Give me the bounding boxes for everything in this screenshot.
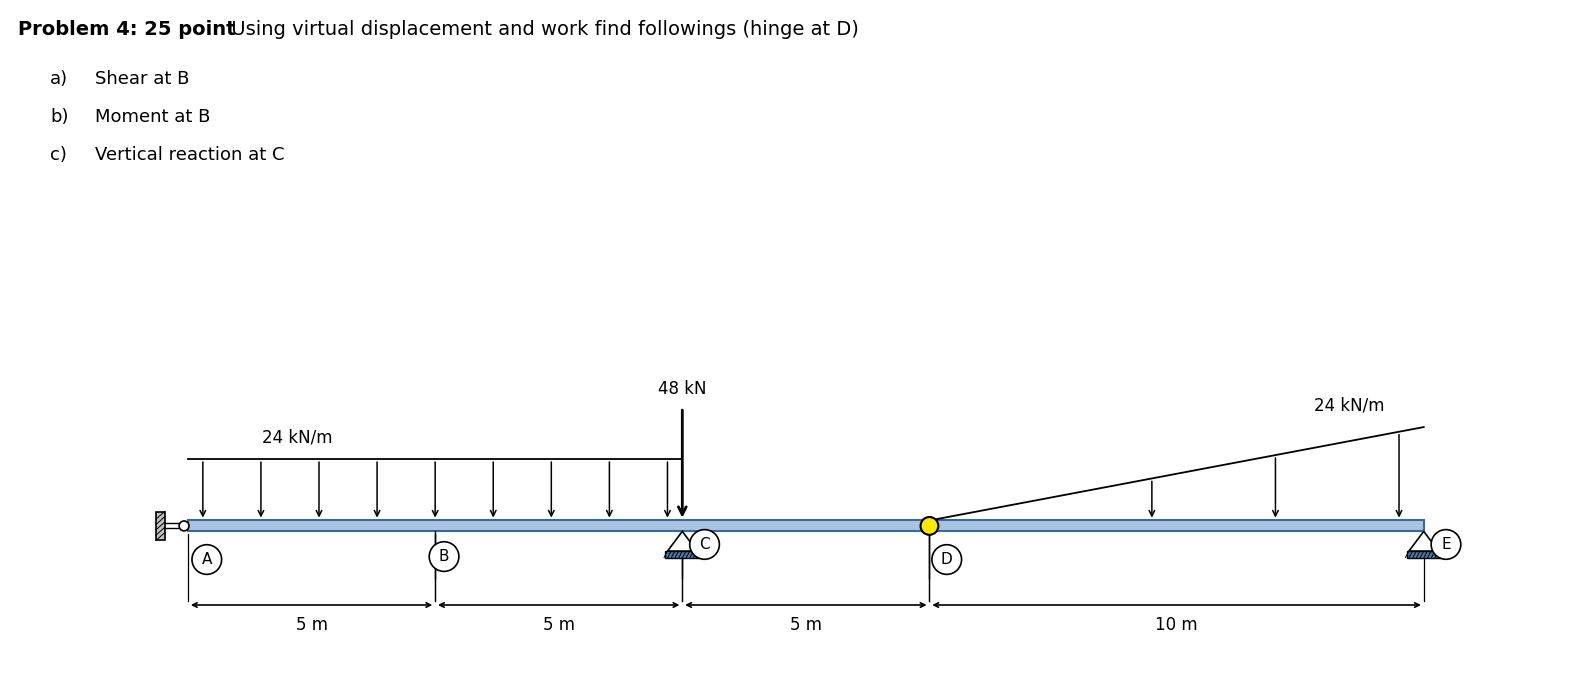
Circle shape: [429, 542, 459, 572]
Circle shape: [192, 545, 222, 574]
Text: 5 m: 5 m: [543, 616, 575, 634]
Text: A: A: [201, 552, 212, 567]
Text: Using virtual displacement and work find followings (hinge at D): Using virtual displacement and work find…: [225, 20, 859, 39]
FancyBboxPatch shape: [188, 520, 1424, 531]
Text: 48 kN: 48 kN: [657, 381, 706, 399]
Text: B: B: [439, 549, 450, 564]
Circle shape: [1432, 529, 1460, 559]
Text: a): a): [51, 70, 68, 88]
Polygon shape: [667, 531, 697, 551]
Text: 5 m: 5 m: [790, 616, 822, 634]
Text: Problem 4: 25 point: Problem 4: 25 point: [17, 20, 236, 39]
Circle shape: [179, 521, 188, 531]
Text: 5 m: 5 m: [296, 616, 328, 634]
Text: Shear at B: Shear at B: [95, 70, 190, 88]
Text: D: D: [941, 552, 952, 567]
Text: C: C: [699, 537, 710, 552]
FancyBboxPatch shape: [155, 512, 165, 540]
Text: b): b): [51, 108, 68, 126]
Text: E: E: [1441, 537, 1451, 552]
Circle shape: [931, 545, 961, 574]
Circle shape: [689, 529, 719, 559]
Text: Vertical reaction at C: Vertical reaction at C: [95, 146, 285, 164]
Text: 24 kN/m: 24 kN/m: [261, 429, 333, 447]
Text: Moment at B: Moment at B: [95, 108, 211, 126]
Text: c): c): [51, 146, 67, 164]
FancyBboxPatch shape: [665, 551, 699, 558]
Text: 10 m: 10 m: [1155, 616, 1198, 634]
Polygon shape: [1408, 531, 1438, 551]
FancyBboxPatch shape: [1407, 551, 1440, 558]
Circle shape: [920, 517, 938, 535]
Text: 24 kN/m: 24 kN/m: [1313, 397, 1384, 415]
